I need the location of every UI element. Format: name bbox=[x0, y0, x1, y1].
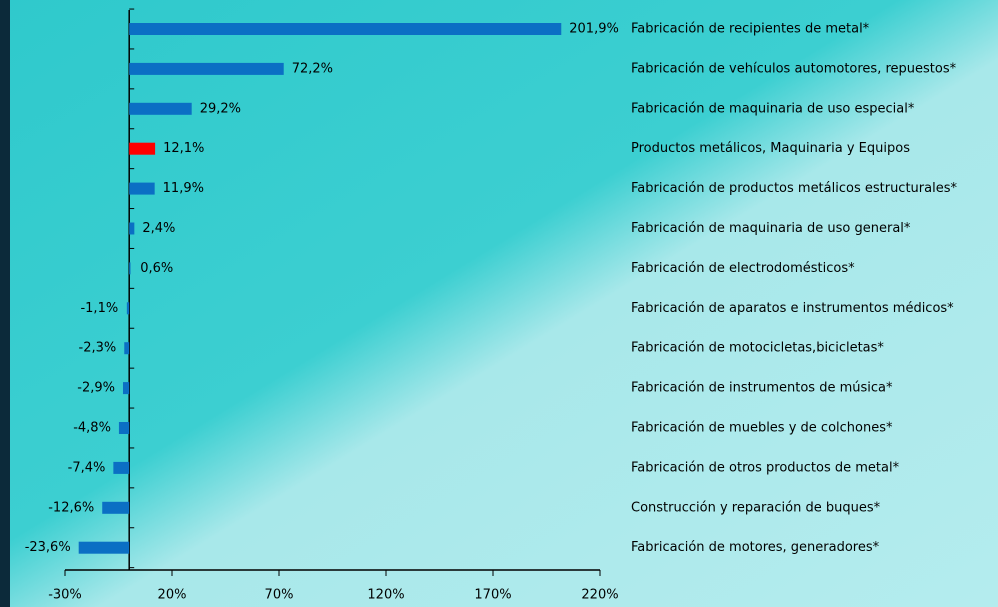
bar bbox=[124, 342, 130, 355]
x-tick-label: 120% bbox=[367, 588, 404, 603]
bar bbox=[118, 422, 130, 434]
category-label: Fabricación de electrodomésticos* bbox=[631, 261, 855, 276]
bar bbox=[126, 302, 130, 315]
value-label: -2,9% bbox=[77, 381, 115, 396]
value-label: 72,2% bbox=[292, 61, 333, 76]
x-tick-label: 70% bbox=[265, 588, 294, 603]
x-tick-label: -30% bbox=[48, 588, 82, 603]
left-border bbox=[0, 0, 10, 607]
bar bbox=[122, 382, 130, 395]
value-label: 201,9% bbox=[569, 22, 619, 37]
value-label: -1,1% bbox=[80, 301, 118, 316]
category-label: Fabricación de motores, generadores* bbox=[631, 540, 880, 555]
category-label: Fabricación de productos metálicos estru… bbox=[631, 181, 957, 196]
value-label: 12,1% bbox=[163, 141, 204, 156]
bar bbox=[129, 222, 135, 235]
value-label: -23,6% bbox=[25, 540, 71, 555]
category-label: Fabricación de maquinaria de uso general… bbox=[631, 221, 911, 236]
value-label: 0,6% bbox=[140, 261, 173, 276]
x-tick-label: 170% bbox=[474, 588, 511, 603]
value-label: 29,2% bbox=[200, 101, 241, 116]
category-label: Fabricación de maquinaria de uso especia… bbox=[631, 101, 915, 116]
bar bbox=[129, 142, 156, 155]
category-label: Construcción y reparación de buques* bbox=[631, 500, 881, 515]
bar bbox=[129, 62, 284, 75]
category-label: Fabricación de motocicletas,bicicletas* bbox=[631, 341, 884, 356]
bar bbox=[129, 182, 155, 195]
value-label: -7,4% bbox=[68, 460, 106, 475]
bar bbox=[129, 23, 562, 35]
value-label: -12,6% bbox=[48, 500, 94, 515]
bar bbox=[129, 262, 131, 275]
category-label: Fabricación de recipientes de metal* bbox=[631, 22, 870, 37]
category-label: Fabricación de vehículos automotores, re… bbox=[631, 61, 957, 76]
category-label: Fabricación de instrumentos de música* bbox=[631, 381, 893, 396]
value-label: 2,4% bbox=[142, 221, 175, 236]
category-label: Fabricación de otros productos de metal* bbox=[631, 460, 900, 475]
bar bbox=[113, 461, 130, 474]
value-label: -2,3% bbox=[79, 341, 117, 356]
x-tick-label: 20% bbox=[158, 588, 187, 603]
value-label: -4,8% bbox=[73, 421, 111, 436]
category-label: Fabricación de muebles y de colchones* bbox=[631, 421, 893, 436]
category-label: Fabricación de aparatos e instrumentos m… bbox=[631, 301, 954, 316]
bar bbox=[129, 102, 192, 115]
value-label: 11,9% bbox=[163, 181, 204, 196]
category-label: Productos metálicos, Maquinaria y Equipo… bbox=[631, 141, 910, 156]
x-tick-label: 220% bbox=[581, 588, 618, 603]
bar bbox=[78, 541, 130, 554]
bar bbox=[102, 501, 130, 514]
